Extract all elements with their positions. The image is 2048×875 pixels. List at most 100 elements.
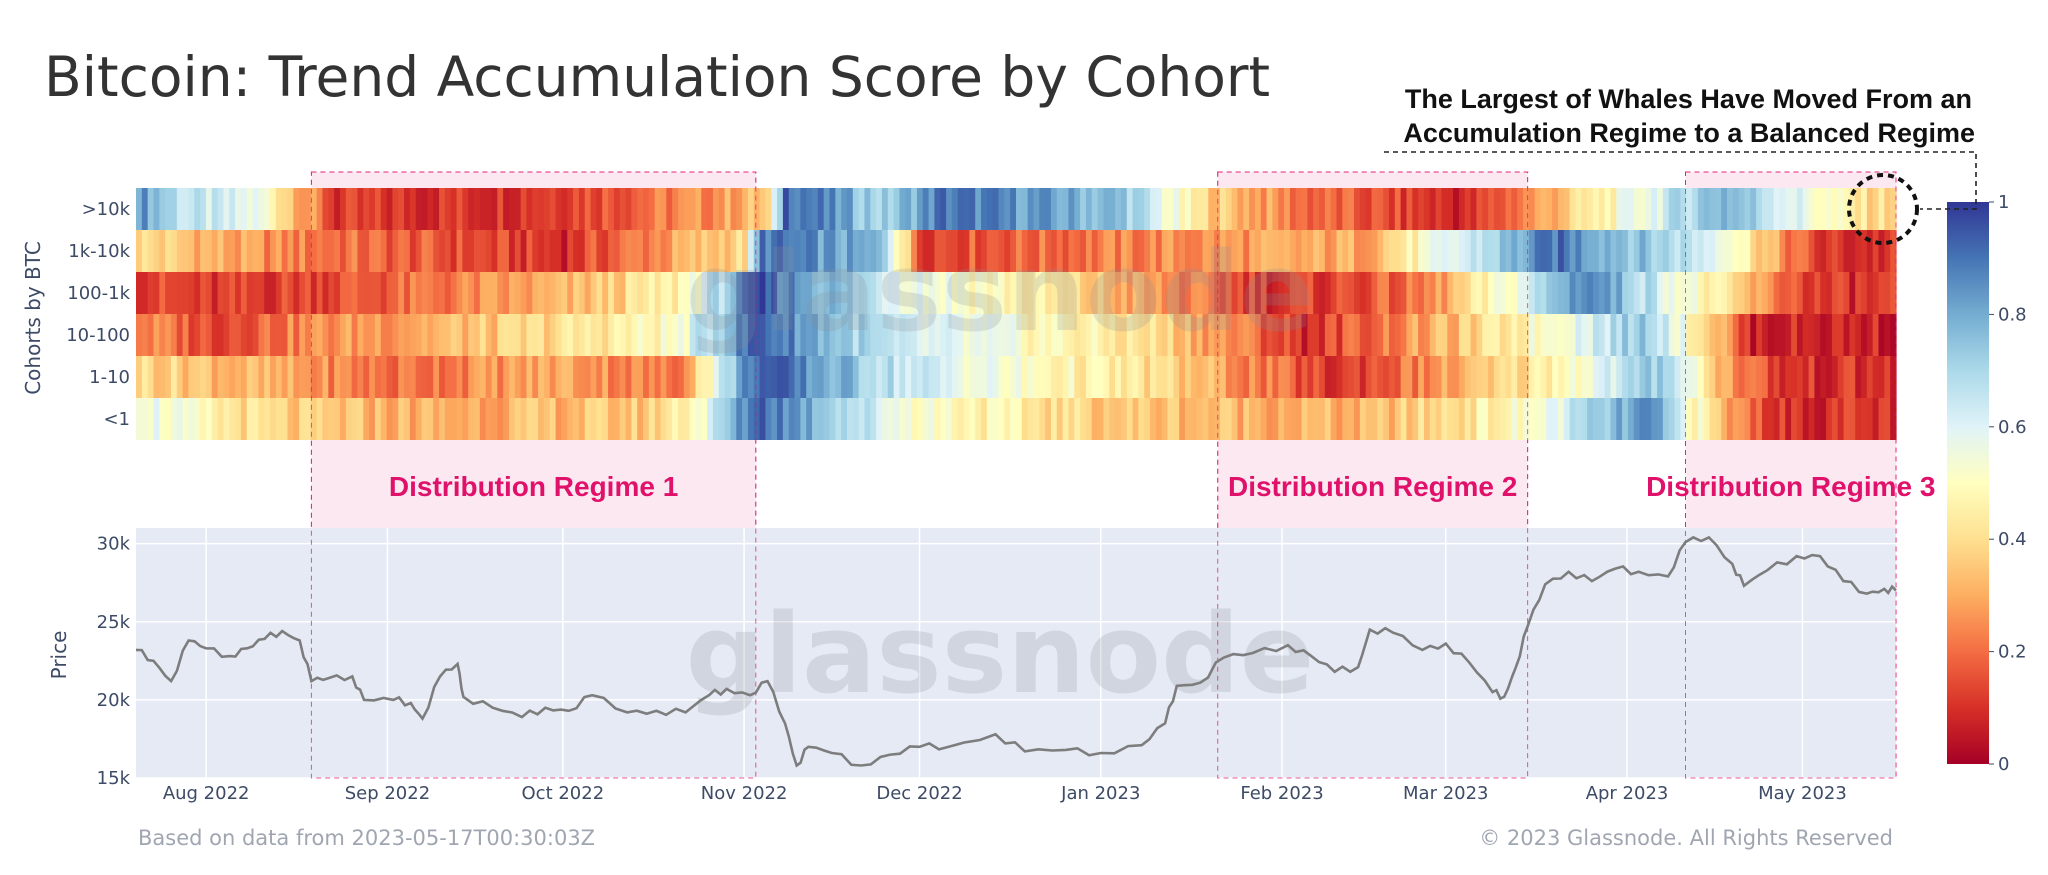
heatmap-cell [858, 398, 866, 440]
heatmap-cell [549, 272, 557, 314]
heatmap-cell [1103, 314, 1110, 356]
heatmap-cell [1394, 188, 1402, 230]
heatmap-cell [1190, 398, 1198, 440]
heatmap-cell [543, 314, 551, 356]
heatmap-cell [235, 188, 242, 230]
heatmap-cell [421, 314, 428, 356]
heatmap-cell [846, 398, 854, 440]
colorbar-tick: 0.6 [1998, 417, 2027, 438]
heatmap-cell [1557, 188, 1565, 230]
heatmap-cell [701, 230, 708, 272]
heatmap-cell [462, 188, 469, 230]
heatmap-cell [1068, 272, 1075, 314]
heatmap-cell [1231, 188, 1239, 230]
heatmap-cell [981, 314, 988, 356]
heatmap-cell [1272, 272, 1279, 314]
heatmap-cell [1855, 272, 1862, 314]
heatmap-cell [1721, 314, 1728, 356]
heatmap-cell [881, 188, 889, 230]
heatmap-cell [1616, 230, 1623, 272]
heatmap-cell [136, 356, 143, 398]
heatmap-cell [870, 272, 877, 314]
heatmap-cell [765, 230, 772, 272]
heatmap-cell [1721, 356, 1728, 398]
heatmap-cell [1266, 272, 1274, 314]
heatmap-cell [474, 230, 481, 272]
heatmap-cell [1138, 188, 1145, 230]
heatmap-cell [503, 398, 510, 440]
heatmap-cell [1744, 188, 1751, 230]
heatmap-cell [1592, 356, 1600, 398]
heatmap-cell [1692, 314, 1699, 356]
heatmap-cell [1418, 314, 1425, 356]
heatmap-cell [1243, 314, 1250, 356]
heatmap-cell [1761, 398, 1769, 440]
heatmap-cell [916, 230, 924, 272]
heatmap-cell [1761, 272, 1769, 314]
heatmap-cell [1115, 230, 1122, 272]
heatmap-cell [1354, 356, 1361, 398]
heatmap-cell [561, 398, 568, 440]
heatmap-cell [1348, 230, 1355, 272]
heatmap-cell [165, 230, 172, 272]
heatmap-cell [1686, 272, 1693, 314]
heatmap-cell [718, 272, 726, 314]
heatmap-cell [1458, 398, 1466, 440]
heatmap-cell [608, 314, 615, 356]
heatmap-cell [1109, 398, 1116, 440]
heatmap-cell [1826, 188, 1833, 230]
heatmap-cell [707, 356, 714, 398]
heatmap-cell [543, 272, 551, 314]
heatmap-cell [1814, 230, 1821, 272]
heatmap-cell [1097, 356, 1105, 398]
heatmap-cell [916, 314, 924, 356]
heatmap-cell [1779, 272, 1786, 314]
heatmap-cell [1004, 398, 1011, 440]
heatmap-cell [1307, 272, 1314, 314]
heatmap-cell [351, 356, 359, 398]
heatmap-cell [334, 272, 341, 314]
heatmap-cell [532, 314, 539, 356]
heatmap-cell [386, 230, 394, 272]
heatmap-cell [1435, 188, 1443, 230]
heatmap-cell [1476, 230, 1483, 272]
heatmap-cell [1639, 356, 1647, 398]
heatmap-cell [1820, 230, 1827, 272]
heatmap-cell [940, 188, 947, 230]
heatmap-cell [1756, 398, 1763, 440]
heatmap-cell [1004, 314, 1011, 356]
heatmap-cell [1546, 314, 1553, 356]
heatmap-cell [275, 188, 283, 230]
heatmap-cell [1581, 188, 1588, 230]
heatmap-cell [946, 398, 953, 440]
heatmap-cell [409, 272, 417, 314]
heatmap-cell [561, 356, 568, 398]
heatmap-cell [1243, 230, 1250, 272]
heatmap-cell [1185, 356, 1192, 398]
heatmap-cell [1068, 188, 1075, 230]
heatmap-cell [479, 398, 487, 440]
heatmap-cell [1738, 356, 1746, 398]
heatmap-cell [1354, 188, 1361, 230]
heatmap-cell [153, 230, 160, 272]
heatmap-cell [1359, 188, 1367, 230]
heatmap-cell [188, 356, 195, 398]
heatmap-cell [1056, 272, 1064, 314]
heatmap-cell [1179, 314, 1186, 356]
heatmap-cell [975, 272, 982, 314]
heatmap-cell [1190, 230, 1198, 272]
heatmap-cell [1732, 188, 1740, 230]
heatmap-cell [1214, 356, 1221, 398]
heatmap-cell [316, 314, 324, 356]
heatmap-cell [421, 272, 428, 314]
heatmap-cell [1890, 272, 1897, 314]
heatmap-cell [374, 230, 382, 272]
heatmap-cell [981, 356, 988, 398]
heatmap-cell [532, 188, 539, 230]
heatmap-cell [433, 356, 440, 398]
heatmap-cell [946, 188, 953, 230]
heatmap-cell [1406, 272, 1413, 314]
heatmap-cell [1482, 230, 1489, 272]
heatmap-cell [380, 188, 388, 230]
heatmap-cell [1750, 356, 1757, 398]
